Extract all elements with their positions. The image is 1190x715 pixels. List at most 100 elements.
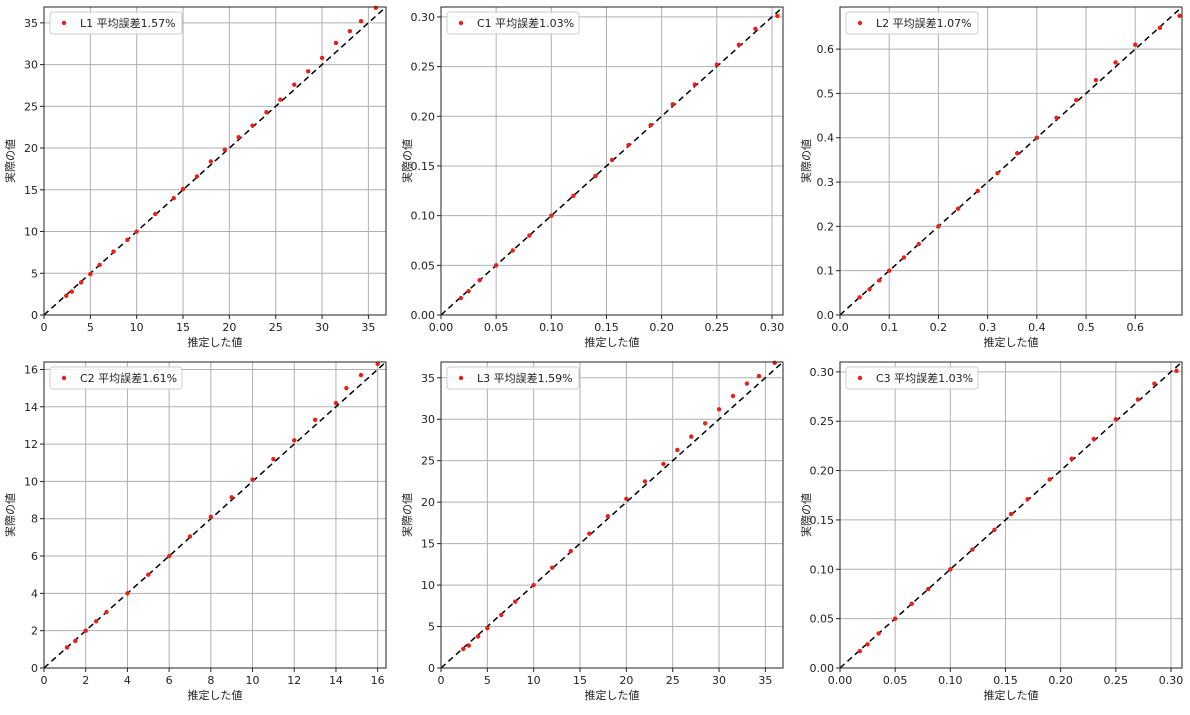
data-point: [292, 438, 297, 443]
subplot-6: 0.000.00 0.05 0.05 0.10 0.10 0.15 0.15 0.20 0.20…: [799, 361, 1184, 702]
subplot-5: 00 5 5 10 10 15 15 20 20 25 25 30 30 35 35 L3 平均誤差1.59%…: [400, 360, 784, 702]
reference-line: [43, 6, 387, 316]
data-point: [892, 616, 898, 621]
data-point: [624, 496, 629, 502]
data-point: [375, 361, 380, 367]
x-tick-label: 0.20: [1048, 674, 1073, 687]
data-point: [605, 514, 611, 519]
data-point: [1008, 511, 1014, 517]
x-axis-label: 推定した値: [188, 688, 243, 702]
x-tick-label: 0: [41, 321, 48, 334]
x-tick-label: 0.30: [1159, 674, 1184, 687]
data-point: [1034, 135, 1040, 140]
y-tick-label: 25: [24, 100, 38, 113]
data-point: [208, 514, 214, 520]
x-tick-label: 0.25: [705, 321, 730, 334]
data-point: [1074, 97, 1079, 103]
subplot-3: 0.00.0 0.1 0.1 0.2 0.2 0.3 0.3 0.4 0.4 0.5 0.5 0.6 0…: [799, 6, 1183, 349]
x-tick-label: 4: [124, 674, 131, 687]
x-tick-label: 0.2: [930, 321, 948, 334]
y-tick-label: 0.2: [817, 220, 835, 233]
data-point: [901, 255, 907, 260]
y-tick-label: 0.20: [810, 465, 835, 478]
data-point: [250, 123, 255, 128]
data-point: [936, 224, 941, 229]
y-tick-label: 6: [31, 550, 38, 563]
y-tick-label: 0.3: [817, 176, 835, 189]
legend-box: [845, 366, 979, 390]
data-point: [1174, 368, 1179, 374]
data-point: [549, 213, 554, 218]
data-point: [527, 233, 532, 238]
data-point: [916, 241, 921, 247]
data-point: [1093, 77, 1099, 83]
reference-line: [839, 361, 1183, 669]
data-point: [670, 102, 675, 107]
data-point: [153, 211, 158, 217]
data-point: [531, 582, 536, 588]
axes-frame: [43, 361, 387, 669]
data-point: [587, 531, 592, 536]
subplot-2: 0.000.00 0.05 0.05 0.10 0.10 0.15 0.15 0.20 0.20…: [400, 6, 784, 349]
x-tick-label: 0.00: [429, 321, 454, 334]
y-tick-label: 0.10: [810, 563, 835, 576]
data-point: [857, 649, 863, 654]
data-point: [730, 393, 736, 399]
data-point: [1152, 381, 1157, 386]
data-point: [358, 18, 364, 24]
data-point: [1135, 397, 1141, 402]
y-tick-label: 15: [24, 184, 38, 197]
x-tick-label: 30: [315, 321, 329, 334]
data-point: [64, 645, 70, 650]
data-point: [88, 271, 93, 277]
data-point: [1014, 151, 1020, 156]
y-tick-label: 0.20: [411, 110, 436, 123]
x-axis-label: 推定した値: [984, 688, 1039, 702]
x-tick-label: 0.15: [594, 321, 619, 334]
data-point: [1054, 115, 1059, 120]
data-point: [466, 643, 472, 648]
y-tick-label: 14: [24, 401, 38, 414]
data-point: [229, 495, 234, 500]
y-tick-label: 0.10: [411, 210, 436, 223]
data-point: [458, 295, 464, 301]
y-tick-label: 0.30: [810, 366, 835, 379]
y-tick-label: 0.25: [810, 415, 835, 428]
data-point: [642, 479, 648, 484]
data-point: [146, 572, 151, 577]
data-point: [319, 55, 325, 61]
y-tick-label: 15: [421, 538, 435, 551]
x-tick-label: 8: [207, 674, 214, 687]
legend-marker: [857, 20, 863, 26]
x-tick-label: 0.3: [979, 321, 997, 334]
x-tick-label: 30: [712, 674, 726, 687]
data-point: [250, 477, 255, 482]
data-point: [104, 609, 109, 615]
x-tick-label: 0.05: [484, 321, 509, 334]
data-point: [305, 69, 311, 74]
x-tick-label: 0: [41, 674, 48, 687]
data-point: [512, 599, 518, 604]
data-point: [333, 40, 339, 46]
data-point: [208, 159, 214, 164]
y-tick-label: 0.6: [817, 43, 835, 56]
y-tick-label: 0.15: [411, 160, 436, 173]
y-tick-label: 2: [31, 625, 38, 638]
y-axis-label: 実際の値: [3, 139, 17, 183]
data-point: [475, 634, 481, 639]
x-tick-label: 12: [287, 674, 301, 687]
reference-line: [839, 6, 1183, 316]
x-tick-label: 5: [87, 321, 94, 334]
y-tick-label: 0: [31, 662, 38, 675]
subplot-4: 00 2 2 4 4 6 6 8 8 10 10 12 12 14 14 16 16 C2 平均誤差1.61% 推定…: [3, 361, 387, 702]
data-point: [264, 109, 269, 115]
data-point: [69, 289, 75, 294]
y-tick-label: 10: [24, 475, 38, 488]
data-point: [1069, 456, 1074, 461]
axes-frame: [440, 6, 784, 316]
data-point: [187, 534, 193, 539]
y-axis-label: 実際の値: [3, 493, 17, 537]
y-axis-label: 実際の値: [400, 139, 414, 183]
data-point: [312, 417, 318, 423]
legend: L2 平均誤差1.07%: [845, 11, 979, 35]
